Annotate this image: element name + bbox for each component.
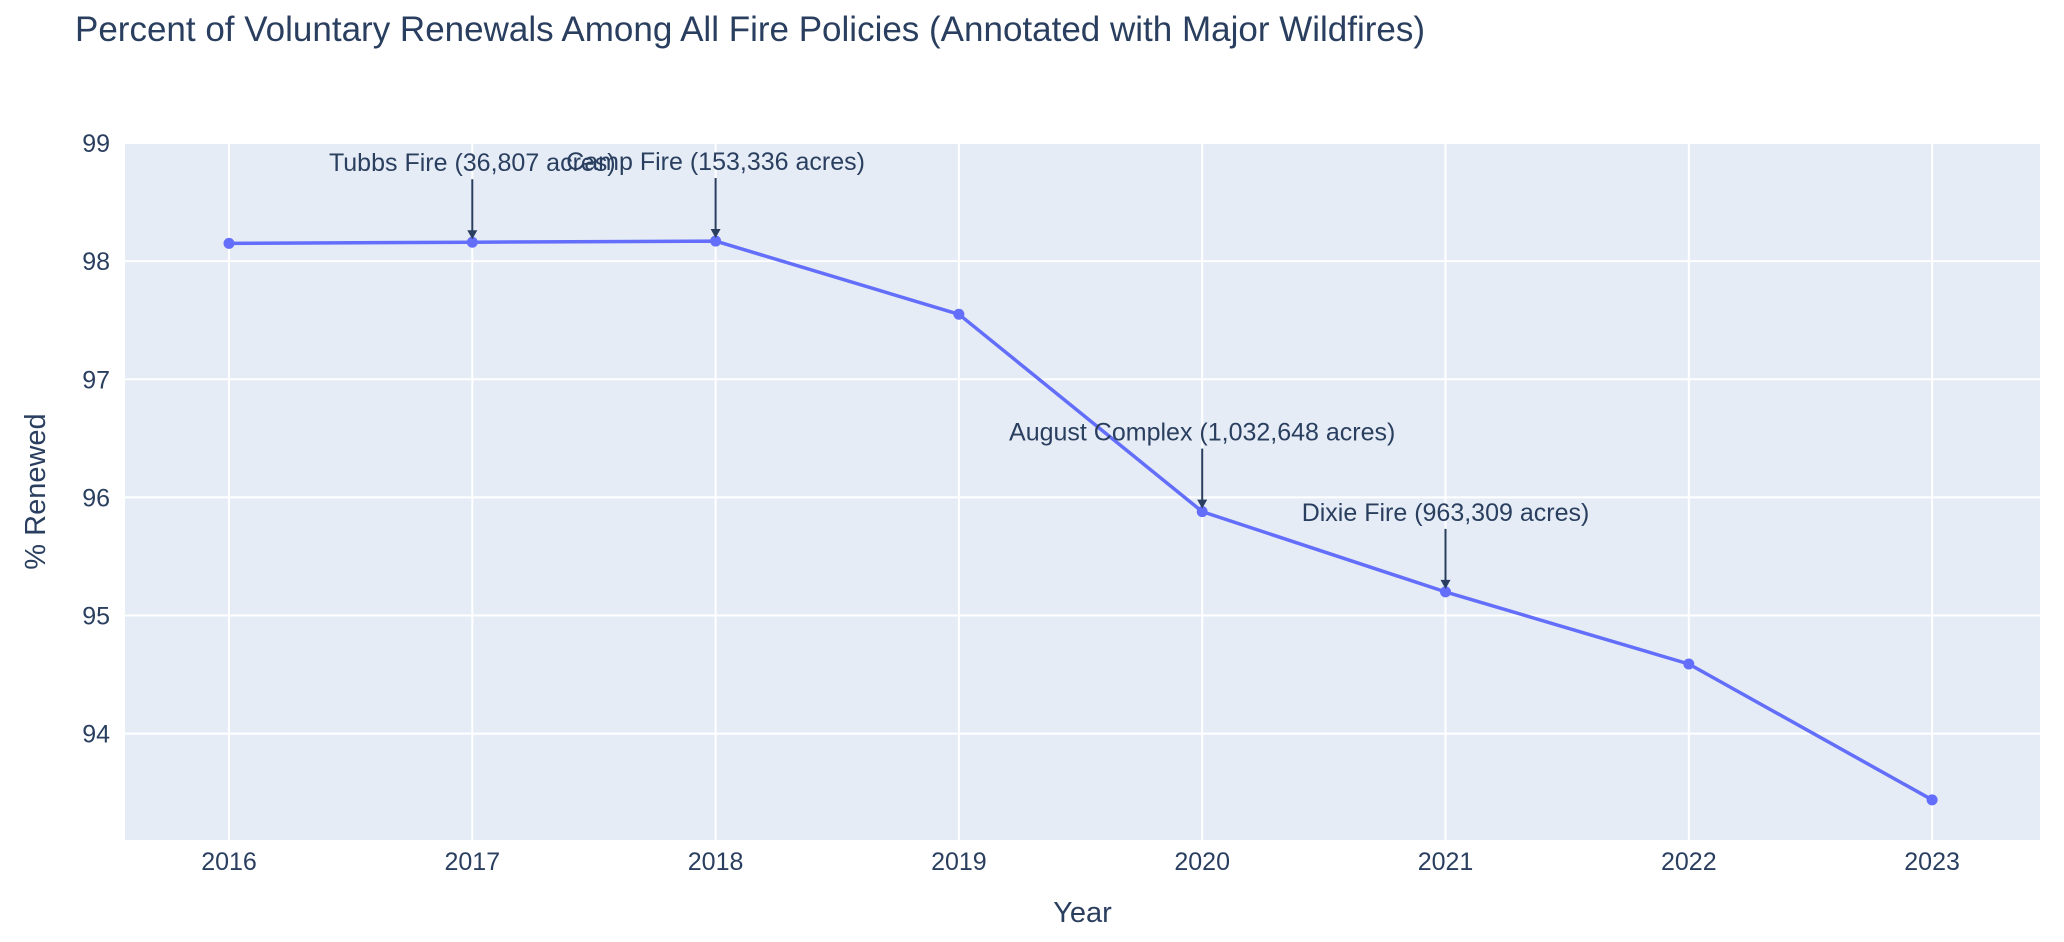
data-point — [1683, 658, 1695, 670]
y-tick-label: 96 — [82, 484, 110, 512]
x-tick-label: 2018 — [688, 848, 744, 876]
data-point — [466, 236, 478, 248]
annotation-label: Camp Fire (153,336 acres) — [566, 148, 865, 176]
x-tick-label: 2021 — [1418, 848, 1474, 876]
y-tick-label: 99 — [82, 130, 110, 158]
annotation-layer: Tubbs Fire (36,807 acres)Camp Fire (153,… — [329, 148, 1589, 589]
chart-title: Percent of Voluntary Renewals Among All … — [75, 10, 1425, 49]
y-tick-label: 94 — [82, 721, 110, 749]
annotation-arrowhead — [467, 230, 478, 240]
annotation-arrowhead — [1197, 499, 1208, 509]
x-tick-label: 2023 — [1904, 848, 1960, 876]
tick-layer: 2016 2017 2018 2019 2020 2021 2022 2023 94 95 96 97… — [82, 130, 1960, 876]
data-point — [1440, 586, 1451, 598]
data-point — [223, 237, 235, 249]
x-tick-label: 2022 — [1661, 848, 1717, 876]
x-tick-label: 2017 — [444, 848, 500, 876]
data-point — [1926, 794, 1938, 806]
gridlines — [125, 142, 2040, 840]
data-point — [710, 235, 722, 247]
data-point — [1196, 506, 1208, 518]
data-point — [953, 308, 965, 320]
plot-area — [125, 143, 2040, 840]
annotation-arrowhead — [710, 229, 721, 239]
x-axis-label: Year — [1053, 897, 1112, 929]
series-line — [228, 239, 1933, 802]
x-tick-label: 2016 — [201, 848, 257, 876]
y-tick-label: 95 — [82, 603, 110, 631]
y-tick-label: 97 — [82, 366, 110, 394]
y-axis-label: % Renewed — [20, 413, 52, 569]
y-tick-label: 98 — [82, 248, 110, 276]
x-tick-label: 2019 — [931, 848, 987, 876]
x-tick-label: 2020 — [1174, 848, 1230, 876]
annotation-label: August Complex (1,032,648 acres) — [1009, 419, 1395, 447]
annotation-arrowhead — [1440, 579, 1451, 589]
series-layer — [223, 235, 1938, 806]
annotation-label: Tubbs Fire (36,807 acres) — [329, 149, 616, 177]
annotation-label: Dixie Fire (963,309 acres) — [1302, 499, 1590, 527]
